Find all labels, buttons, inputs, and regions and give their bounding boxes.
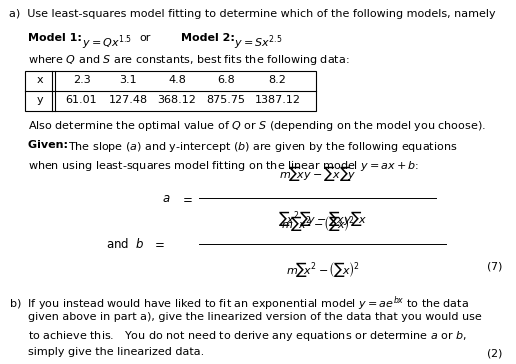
Text: $m\!\sum\!x^2 - \!\left(\sum\!x\right)^{\!2}$: $m\!\sum\!x^2 - \!\left(\sum\!x\right)^{… — [281, 214, 354, 233]
Text: and  $b$: and $b$ — [106, 237, 144, 251]
Text: 875.75: 875.75 — [206, 95, 246, 104]
Text: 1387.12: 1387.12 — [254, 95, 301, 104]
Text: 61.01: 61.01 — [66, 95, 98, 104]
Text: simply give the linearized data.: simply give the linearized data. — [28, 347, 205, 356]
Text: b)  If you instead would have liked to fit an exponential model $y = ae^{bx}$ to: b) If you instead would have liked to fi… — [9, 294, 469, 313]
Text: Model 2:: Model 2: — [181, 33, 238, 43]
Text: 6.8: 6.8 — [217, 75, 235, 84]
Text: $=$: $=$ — [180, 192, 192, 205]
Text: to achieve this.   You do not need to derive any equations or determine $a$ or $: to achieve this. You do not need to deri… — [28, 329, 467, 343]
Text: 3.1: 3.1 — [119, 75, 137, 84]
Text: 8.2: 8.2 — [269, 75, 286, 84]
Text: $y = Sx^{2.5}$: $y = Sx^{2.5}$ — [234, 33, 282, 52]
Text: x: x — [37, 75, 43, 84]
Text: when using least-squares model fitting on the linear model $y = ax + b$:: when using least-squares model fitting o… — [28, 159, 420, 173]
Text: The slope ($a$) and y-intercept ($b$) are given by the following equations: The slope ($a$) and y-intercept ($b$) ar… — [68, 140, 458, 154]
Text: a)  Use least-squares model fitting to determine which of the following models, : a) Use least-squares model fitting to de… — [9, 9, 496, 19]
Text: 4.8: 4.8 — [168, 75, 186, 84]
Text: Also determine the optimal value of $Q$ or $S$ (depending on the model you choos: Also determine the optimal value of $Q$ … — [28, 119, 486, 133]
Text: 368.12: 368.12 — [157, 95, 197, 104]
Text: $y = Qx^{1.5}$: $y = Qx^{1.5}$ — [82, 33, 132, 52]
Text: $\sum\!x^2\sum\!y - \sum\!xy\sum\!x$: $\sum\!x^2\sum\!y - \sum\!xy\sum\!x$ — [278, 209, 367, 228]
Text: $m\!\sum\!xy - \sum\!x\sum\!y$: $m\!\sum\!xy - \sum\!x\sum\!y$ — [279, 164, 356, 183]
Text: $m\!\sum\!x^2 - \!\left(\sum\!x\right)^{\!2}$: $m\!\sum\!x^2 - \!\left(\sum\!x\right)^{… — [286, 260, 359, 278]
Text: $=$: $=$ — [152, 237, 165, 250]
Text: $(2)$: $(2)$ — [486, 347, 503, 360]
Text: $(7)$: $(7)$ — [486, 260, 503, 273]
Text: where $Q$ and $S$ are constants, best fits the following data:: where $Q$ and $S$ are constants, best fi… — [28, 53, 350, 67]
Text: or: or — [139, 33, 151, 43]
Text: 127.48: 127.48 — [108, 95, 148, 104]
Text: y: y — [37, 95, 43, 104]
Text: Given:: Given: — [28, 140, 72, 150]
Text: given above in part a), give the linearized version of the data that you would u: given above in part a), give the lineari… — [28, 312, 482, 321]
Text: Model 1:: Model 1: — [28, 33, 86, 43]
Text: $a$: $a$ — [162, 192, 170, 205]
Text: 2.3: 2.3 — [73, 75, 90, 84]
Bar — [25, 71, 316, 111]
